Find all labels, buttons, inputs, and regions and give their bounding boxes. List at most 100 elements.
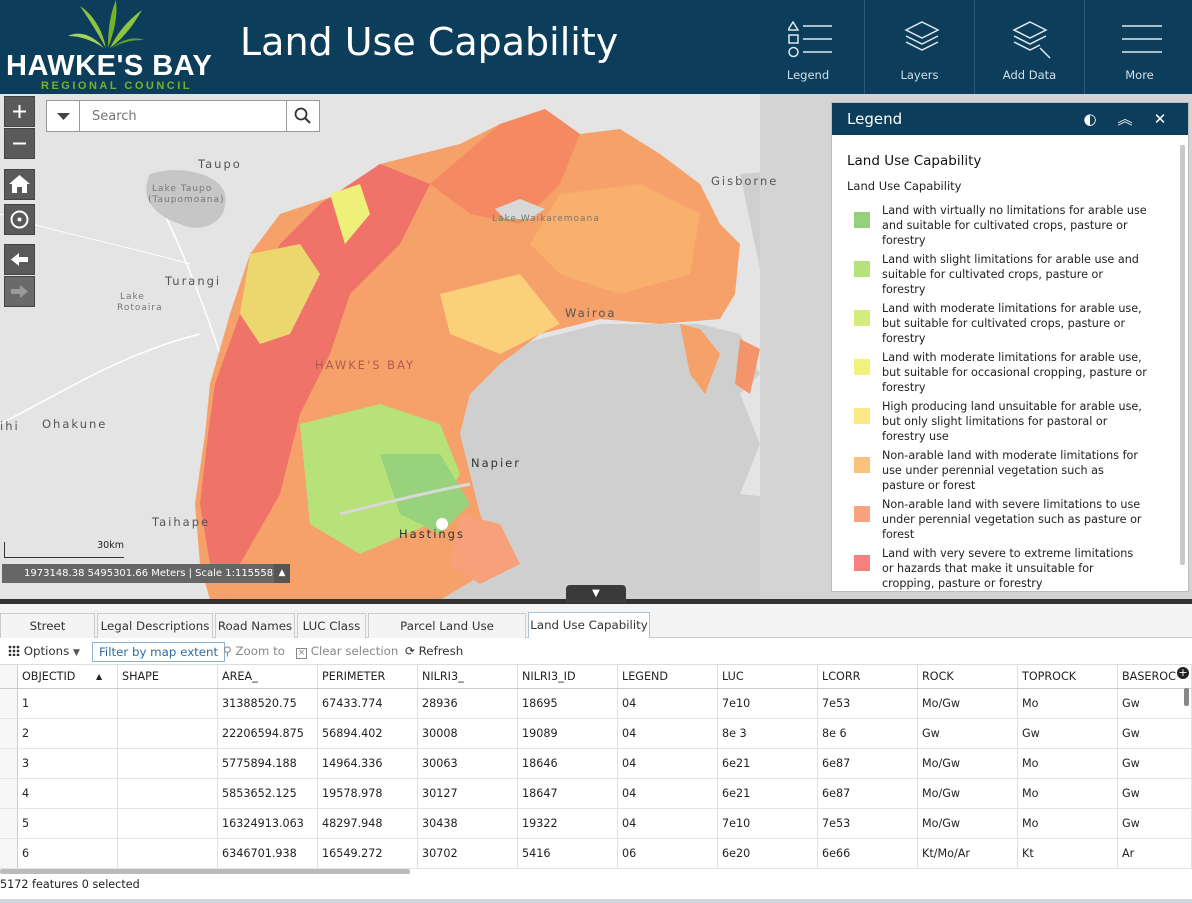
- logo-sub-text: REGIONAL COUNCIL: [41, 80, 193, 92]
- search-input[interactable]: [81, 101, 287, 131]
- tab-road-names[interactable]: Road Names: [215, 613, 295, 638]
- row-selector[interactable]: [0, 689, 18, 718]
- legend-item-label: Land with moderate limitations for arabl…: [882, 302, 1142, 345]
- table-cell: [118, 779, 218, 808]
- close-icon[interactable]: ✕: [1153, 110, 1167, 128]
- next-extent-button[interactable]: [4, 276, 35, 307]
- column-header[interactable]: TOPROCK: [1018, 665, 1118, 688]
- row-selector[interactable]: [0, 779, 18, 808]
- table-cell: Mo: [1018, 779, 1118, 808]
- select-all-cell[interactable]: [0, 665, 18, 688]
- row-selector[interactable]: [0, 839, 18, 868]
- refresh-label: Refresh: [418, 644, 464, 658]
- help-icon[interactable]: ◐: [1083, 110, 1097, 128]
- column-header[interactable]: PERIMETER: [318, 665, 418, 688]
- zoom-to-button[interactable]: ⚲ Zoom to: [223, 642, 285, 662]
- table-row[interactable]: 5 16324913.063 48297.948 30438 19322 04 7e10 7e…: [0, 809, 1192, 839]
- legend-item-label: Non-arable land with severe limitations …: [882, 498, 1142, 541]
- search-box: [46, 100, 320, 132]
- column-header[interactable]: NILRI3_ID: [518, 665, 618, 688]
- table-cell: 18646: [518, 749, 618, 778]
- previous-extent-button[interactable]: [4, 244, 35, 275]
- scale-label: 30km: [97, 540, 124, 551]
- column-header-label: LUC: [722, 670, 744, 683]
- zoom-out-button[interactable]: [4, 128, 35, 159]
- legend-item-label: Land with slight limitations for arable …: [882, 253, 1139, 296]
- pin-icon: ⚲: [223, 644, 232, 658]
- column-header[interactable]: LEGEND: [618, 665, 718, 688]
- table-cell: Kt/Mo/Ar: [918, 839, 1018, 868]
- add-column-icon[interactable]: +: [1177, 666, 1189, 679]
- search-source-dropdown[interactable]: [47, 101, 80, 131]
- row-selector[interactable]: [0, 749, 18, 778]
- tab-parcel-land-use-capability[interactable]: Parcel Land Use Capability: [368, 613, 526, 657]
- map-view[interactable]: Taupo Lake Taupo (Taupomoana) Turangi La…: [0, 94, 1192, 600]
- tab-legal-descriptions[interactable]: Legal Descriptions: [97, 613, 213, 638]
- map-label-waikaremoana: Lake Waikaremoana: [492, 214, 600, 224]
- table-row[interactable]: 4 5853652.125 19578.978 30127 18647 04 6e21 6e8…: [0, 779, 1192, 809]
- legend-item-label: Non-arable land with moderate limitation…: [882, 449, 1138, 492]
- table-cell: 5853652.125: [218, 779, 318, 808]
- table-cell: 28936: [418, 689, 518, 718]
- table-cell: 30127: [418, 779, 518, 808]
- column-header[interactable]: AREA_: [218, 665, 318, 688]
- column-header[interactable]: LUC: [718, 665, 818, 688]
- table-cell: [118, 719, 218, 748]
- attribute-table-tabs: Street Numbers Legal Descriptions Road N…: [0, 604, 1192, 657]
- tab-street-numbers[interactable]: Street Numbers: [0, 613, 95, 657]
- column-header-label: LEGEND: [622, 670, 669, 683]
- table-cell: Gw: [1118, 719, 1192, 748]
- table-row[interactable]: 2 22206594.875 56894.402 30008 19089 04 8e 3 8e…: [0, 719, 1192, 749]
- tab-land-use-capability[interactable]: Land Use Capability: [528, 612, 650, 638]
- vertical-scrollbar[interactable]: [1184, 688, 1189, 706]
- table-cell: 19578.978: [318, 779, 418, 808]
- table-cell: [118, 809, 218, 838]
- table-cell: 56894.402: [318, 719, 418, 748]
- column-header[interactable]: ROCK: [918, 665, 1018, 688]
- collapse-table-button[interactable]: ▼: [566, 585, 626, 603]
- row-selector[interactable]: [0, 719, 18, 748]
- clear-selection-button[interactable]: × Clear selection: [296, 642, 398, 662]
- plus-icon: [13, 105, 26, 118]
- add-data-button[interactable]: Add Data: [974, 0, 1084, 94]
- table-cell: 19089: [518, 719, 618, 748]
- chevron-up-icon[interactable]: ▲: [274, 564, 290, 583]
- horizontal-scrollbar[interactable]: [0, 869, 410, 874]
- tab-luc-class[interactable]: LUC Class: [297, 613, 366, 638]
- column-header[interactable]: OBJECTID ▲: [18, 665, 118, 688]
- options-menu[interactable]: Options ▼: [8, 642, 80, 662]
- home-icon: [9, 175, 30, 193]
- grid-icon: [8, 645, 20, 656]
- refresh-icon: ⟳: [405, 644, 415, 658]
- more-button[interactable]: More: [1084, 0, 1192, 94]
- collapse-up-icon[interactable]: ︽: [1117, 110, 1133, 128]
- column-header-label: AREA_: [222, 670, 258, 683]
- legend-scrollbar[interactable]: [1180, 145, 1185, 565]
- table-cell: 04: [618, 749, 718, 778]
- zoom-in-button[interactable]: [4, 96, 35, 127]
- filter-by-map-extent-button[interactable]: Filter by map extent: [92, 642, 226, 662]
- table-cell: 8e 3: [718, 719, 818, 748]
- column-header[interactable]: SHAPE: [118, 665, 218, 688]
- locate-icon: [10, 210, 29, 229]
- table-cell: 6346701.938: [218, 839, 318, 868]
- layers-button[interactable]: Layers: [864, 0, 974, 94]
- legend-button[interactable]: Legend: [753, 0, 863, 94]
- locate-button[interactable]: [4, 204, 35, 235]
- refresh-button[interactable]: ⟳ Refresh: [405, 642, 463, 662]
- table-cell: Gw: [918, 719, 1018, 748]
- legend-item-label: Land with virtually no limitations for a…: [882, 204, 1147, 247]
- search-button[interactable]: [286, 101, 319, 131]
- table-cell: [118, 839, 218, 868]
- options-label: Options: [23, 644, 70, 658]
- leaf-logo-icon: [68, 0, 144, 48]
- table-row[interactable]: 6 6346701.938 16549.272 30702 5416 06 6e20 6e66…: [0, 839, 1192, 869]
- home-button[interactable]: [4, 169, 35, 200]
- table-row[interactable]: 1 31388520.75 67433.774 28936 18695 04 7e10 7e5…: [0, 689, 1192, 719]
- column-header[interactable]: NILRI3_: [418, 665, 518, 688]
- legend-layer-subtitle: Land Use Capability: [847, 179, 962, 193]
- column-header[interactable]: LCORR: [818, 665, 918, 688]
- table-cell: 22206594.875: [218, 719, 318, 748]
- table-row[interactable]: 3 5775894.188 14964.336 30063 18646 04 6e21 6e8…: [0, 749, 1192, 779]
- row-selector[interactable]: [0, 809, 18, 838]
